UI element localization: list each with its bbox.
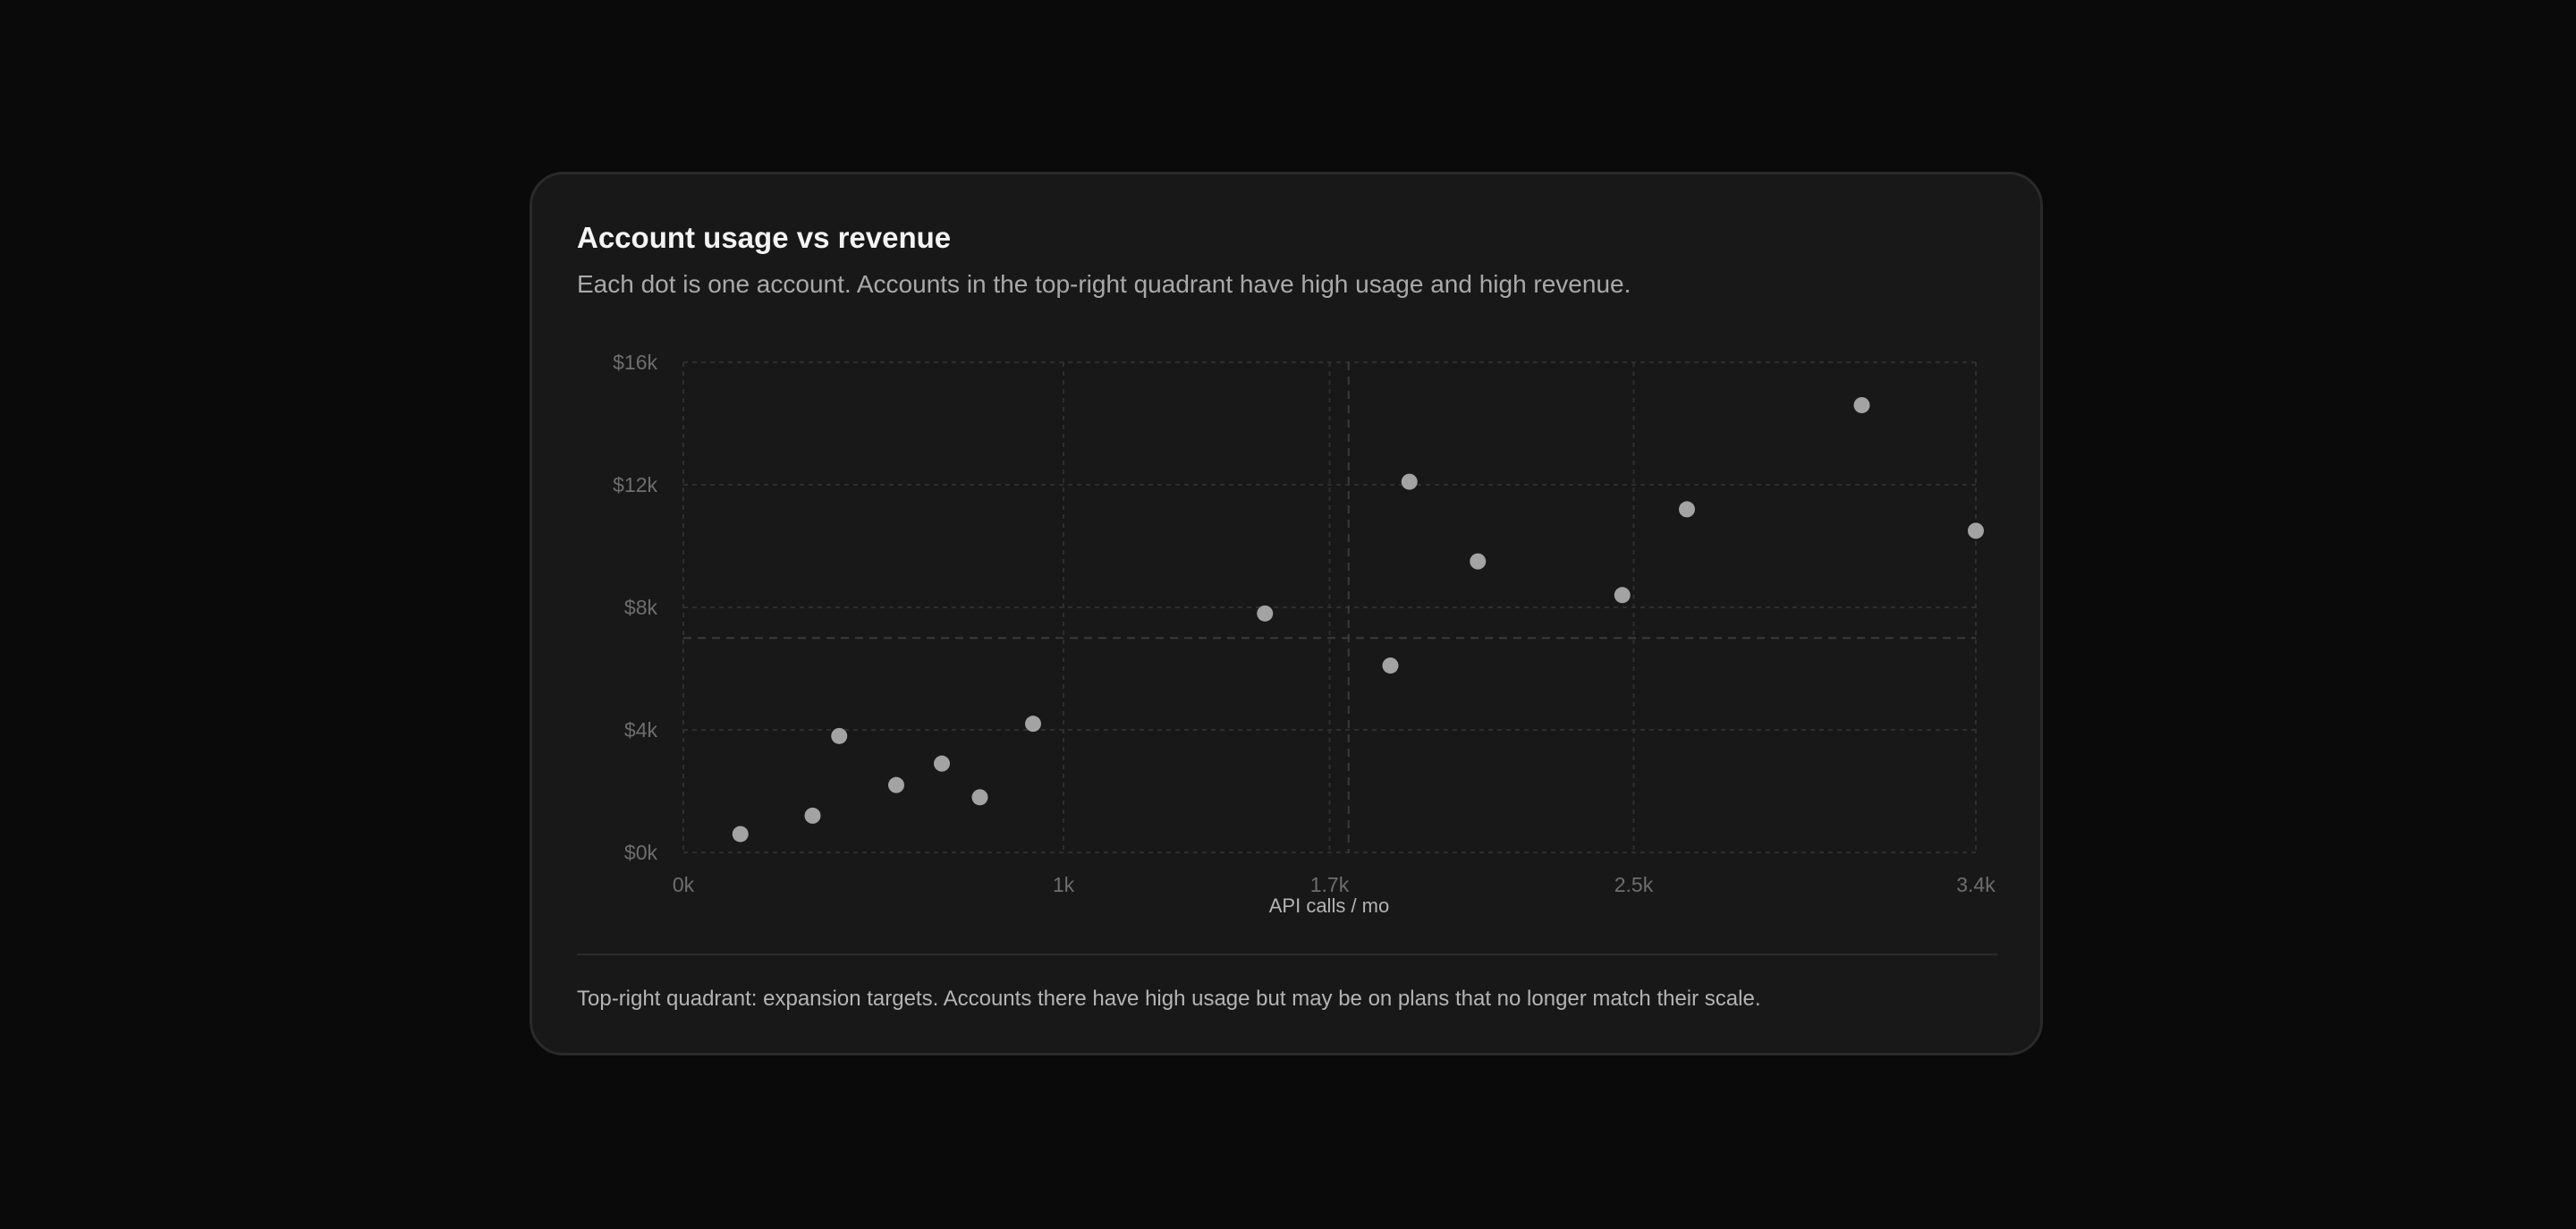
scatter-point[interactable] bbox=[732, 826, 749, 843]
y-tick-label: $0k bbox=[624, 841, 658, 864]
scatter-point[interactable] bbox=[1614, 587, 1631, 604]
scatter-chart: $0k $4k $8k $12k $16k 0k 1k 1.7k 2.5k 3.4k API c… bbox=[613, 351, 1996, 917]
y-tick-label: $8k bbox=[624, 596, 658, 619]
y-axis-ticks: $0k $4k $8k $12k $16k bbox=[613, 351, 657, 864]
scatter-point[interactable] bbox=[804, 807, 821, 824]
x-tick-label: 2.5k bbox=[1614, 873, 1654, 896]
scatter-point[interactable] bbox=[1257, 605, 1274, 622]
x-tick-label: 1k bbox=[1053, 873, 1075, 896]
scatter-point[interactable] bbox=[971, 789, 988, 806]
scatter-point[interactable] bbox=[1025, 716, 1041, 733]
scatter-point[interactable] bbox=[1470, 553, 1487, 570]
y-tick-label: $4k bbox=[624, 718, 658, 742]
x-tick-label: 0k bbox=[673, 873, 695, 896]
x-tick-label: 1.7k bbox=[1310, 873, 1350, 896]
scatter-point[interactable] bbox=[888, 776, 904, 793]
x-tick-label: 3.4k bbox=[1956, 873, 1996, 896]
chart-card: Account usage vs revenue Each dot is one… bbox=[530, 172, 2043, 1055]
chart-subtitle: Each dot is one account. Accounts in the… bbox=[577, 270, 1631, 298]
scatter-point[interactable] bbox=[1968, 522, 1984, 539]
scatter-point[interactable] bbox=[1853, 396, 1870, 413]
scatter-point[interactable] bbox=[831, 727, 848, 744]
scatter-point[interactable] bbox=[1382, 657, 1399, 674]
grid-lines bbox=[682, 361, 1977, 853]
footer-divider bbox=[577, 954, 1997, 955]
y-tick-label: $16k bbox=[613, 351, 657, 374]
x-axis-ticks: 0k 1k 1.7k 2.5k 3.4k bbox=[673, 873, 1996, 896]
scatter-point[interactable] bbox=[1401, 473, 1418, 490]
chart-footnote: Top-right quadrant: expansion targets. A… bbox=[577, 987, 1761, 1011]
quadrant-dividers bbox=[683, 362, 1976, 852]
y-tick-label: $12k bbox=[613, 473, 657, 496]
scatter-point[interactable] bbox=[934, 755, 950, 772]
data-points bbox=[732, 396, 1984, 843]
x-axis-label: API calls / mo bbox=[1269, 894, 1389, 917]
chart-title: Account usage vs revenue bbox=[577, 221, 952, 254]
scatter-point[interactable] bbox=[1679, 501, 1695, 518]
